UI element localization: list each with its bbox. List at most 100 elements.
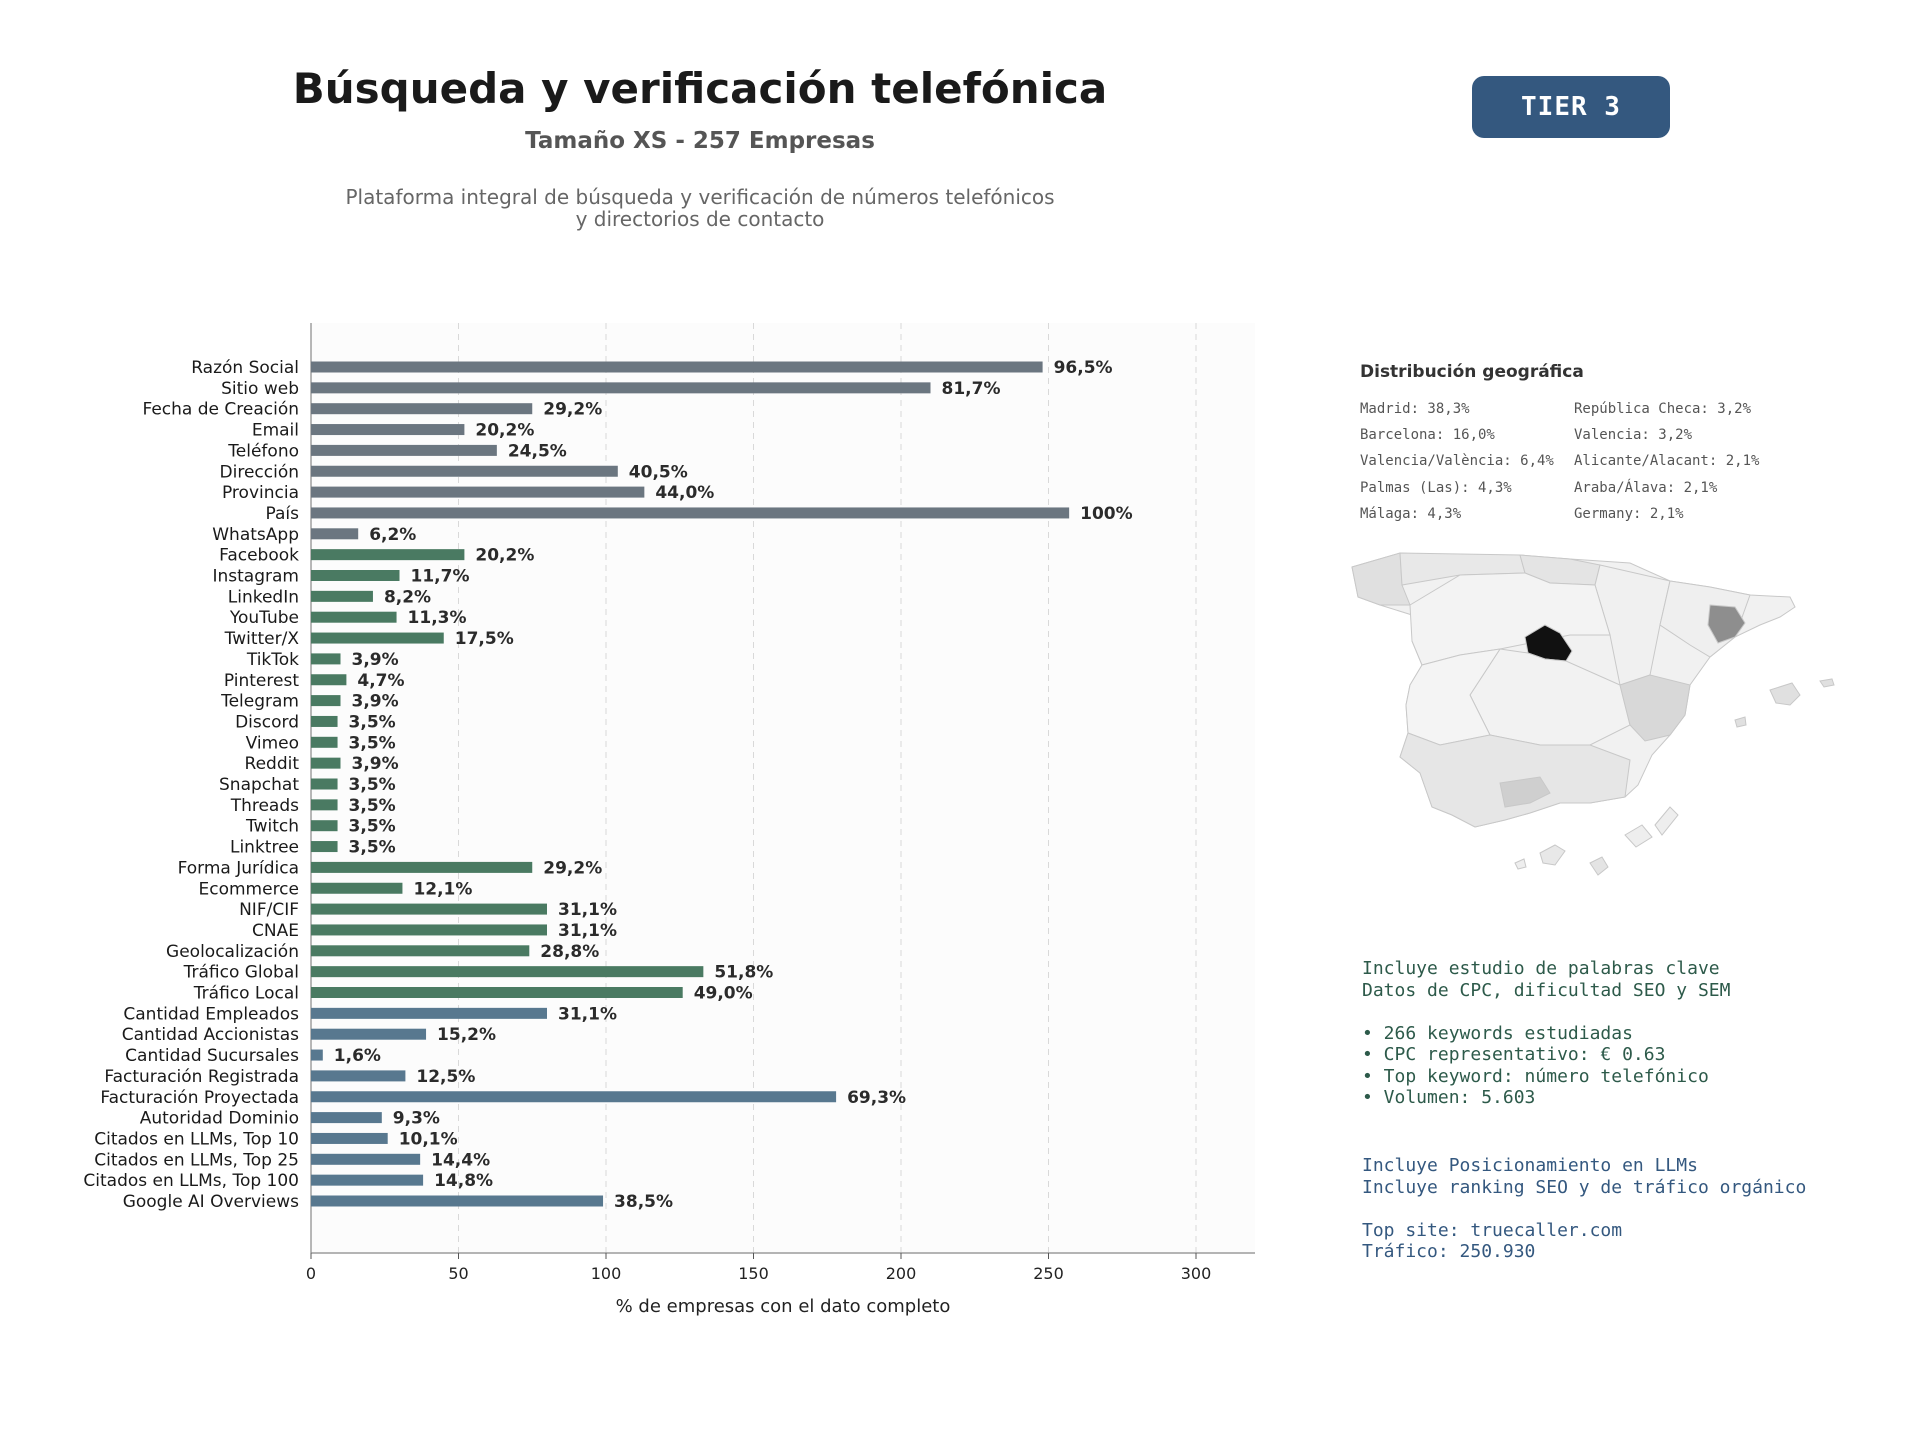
geo-item: Valencia: 3,2% — [1574, 427, 1693, 444]
page-subtitle: Tamaño XS - 257 Empresas — [525, 128, 875, 154]
category-label: NIF/CIF — [239, 900, 299, 920]
category-label: Autoridad Dominio — [140, 1109, 299, 1129]
category-label: País — [266, 504, 300, 524]
data-label: 38,5% — [614, 1192, 673, 1212]
bar — [311, 1132, 388, 1144]
bar — [311, 570, 400, 581]
category-label: WhatsApp — [212, 525, 299, 545]
data-label: 11,3% — [408, 608, 467, 628]
bar — [311, 1153, 421, 1165]
category-label: Dirección — [220, 462, 299, 482]
geo-item: Alicante/Alacant: 2,1% — [1574, 453, 1760, 470]
category-label: YouTube — [229, 608, 299, 628]
category-label: Cantidad Empleados — [123, 1004, 299, 1024]
data-label: 3,5% — [349, 838, 396, 858]
geo-item: Valencia/València: 6,4% — [1360, 453, 1554, 470]
bar — [311, 715, 338, 727]
category-label: Tráfico Local — [193, 984, 299, 1004]
data-label: 17,5% — [455, 629, 514, 649]
map-canary-2 — [1589, 856, 1609, 876]
geo-item: Araba/Álava: 2,1% — [1574, 479, 1718, 496]
bar — [311, 757, 341, 769]
data-label: 3,9% — [352, 692, 399, 712]
bar — [311, 465, 618, 477]
category-label: Facturación Proyectada — [100, 1088, 299, 1108]
x-tick-label: 0 — [306, 1264, 316, 1283]
bar — [311, 778, 338, 790]
category-label: Citados en LLMs, Top 25 — [94, 1150, 299, 1170]
bar — [311, 695, 341, 707]
bar — [311, 861, 533, 873]
bar — [311, 507, 1070, 519]
category-label: Vimeo — [246, 733, 299, 753]
bar — [311, 841, 338, 853]
data-label: 4,7% — [357, 671, 404, 691]
data-label: 31,1% — [558, 900, 617, 920]
data-label: 31,1% — [558, 1004, 617, 1024]
category-label: Linktree — [230, 838, 299, 858]
data-label: 8,2% — [384, 587, 431, 607]
data-label: 49,0% — [694, 984, 753, 1004]
plot-area — [311, 323, 1255, 1253]
llm-line-3: Top site: truecaller.com — [1362, 1219, 1623, 1241]
keywords-block: Incluye estudio de palabras clave Datos … — [1362, 958, 1882, 1109]
tier-badge: TIER 3 — [1472, 76, 1670, 138]
x-tick-label: 200 — [886, 1264, 917, 1283]
data-label: 1,6% — [334, 1046, 381, 1066]
llm-line-4: Tráfico: 250.930 — [1362, 1241, 1536, 1262]
category-label: Snapchat — [219, 775, 299, 795]
x-tick-label: 100 — [591, 1264, 622, 1283]
map-balearic-mallorca — [1769, 682, 1801, 706]
geo-list: Madrid: 38,3% República Checa: 3,2% Barc… — [1360, 396, 1830, 527]
bar — [311, 736, 338, 748]
bar — [311, 590, 373, 602]
bar — [311, 444, 497, 456]
bar — [311, 820, 338, 832]
llm-line-1: Incluye Posicionamiento en LLMs — [1362, 1155, 1698, 1176]
data-label: 15,2% — [437, 1025, 496, 1045]
bar — [311, 1070, 406, 1082]
category-label: Instagram — [213, 567, 300, 587]
data-label: 11,7% — [411, 567, 470, 587]
geo-item: Madrid: 38,3% — [1360, 401, 1470, 417]
bar — [311, 361, 1043, 373]
category-label: Facturación Registrada — [104, 1067, 299, 1087]
bar — [311, 924, 547, 936]
bar — [311, 1195, 604, 1207]
data-label: 96,5% — [1054, 358, 1113, 378]
data-label: 3,5% — [349, 775, 396, 795]
map-barcelona — [1707, 604, 1746, 644]
data-label: 81,7% — [942, 379, 1001, 399]
keywords-bullet-4: • Volumen: 5.603 — [1362, 1087, 1536, 1108]
bar — [311, 424, 465, 436]
bar — [311, 966, 704, 978]
bar — [311, 799, 338, 811]
bar — [311, 611, 397, 623]
data-label: 28,8% — [540, 942, 599, 962]
category-label: Teléfono — [227, 441, 299, 461]
data-label: 24,5% — [508, 441, 567, 461]
spain-map — [1351, 552, 1835, 876]
data-label: 31,1% — [558, 921, 617, 941]
geo-item: Barcelona: 16,0% — [1360, 427, 1495, 444]
category-label: Telegram — [220, 692, 299, 712]
category-label: TikTok — [246, 650, 299, 670]
bar — [311, 945, 530, 957]
data-label: 51,8% — [714, 963, 773, 983]
data-label: 10,1% — [399, 1129, 458, 1149]
data-label: 44,0% — [655, 483, 714, 503]
data-label: 3,5% — [349, 712, 396, 732]
bar — [311, 903, 547, 915]
data-label: 3,5% — [349, 817, 396, 837]
category-label: Ecommerce — [199, 879, 300, 899]
map-canary-3 — [1624, 824, 1653, 848]
category-label: Provincia — [222, 483, 299, 503]
category-label: Tráfico Global — [183, 963, 299, 983]
data-label: 20,2% — [475, 421, 534, 441]
category-label: Facebook — [219, 546, 299, 566]
category-label: Threads — [230, 796, 299, 816]
keywords-bullet-3: • Top keyword: número telefónico — [1362, 1065, 1709, 1087]
category-label: Twitch — [245, 817, 299, 837]
map-canary-4 — [1654, 806, 1679, 836]
category-label: Twitter/X — [224, 629, 300, 649]
